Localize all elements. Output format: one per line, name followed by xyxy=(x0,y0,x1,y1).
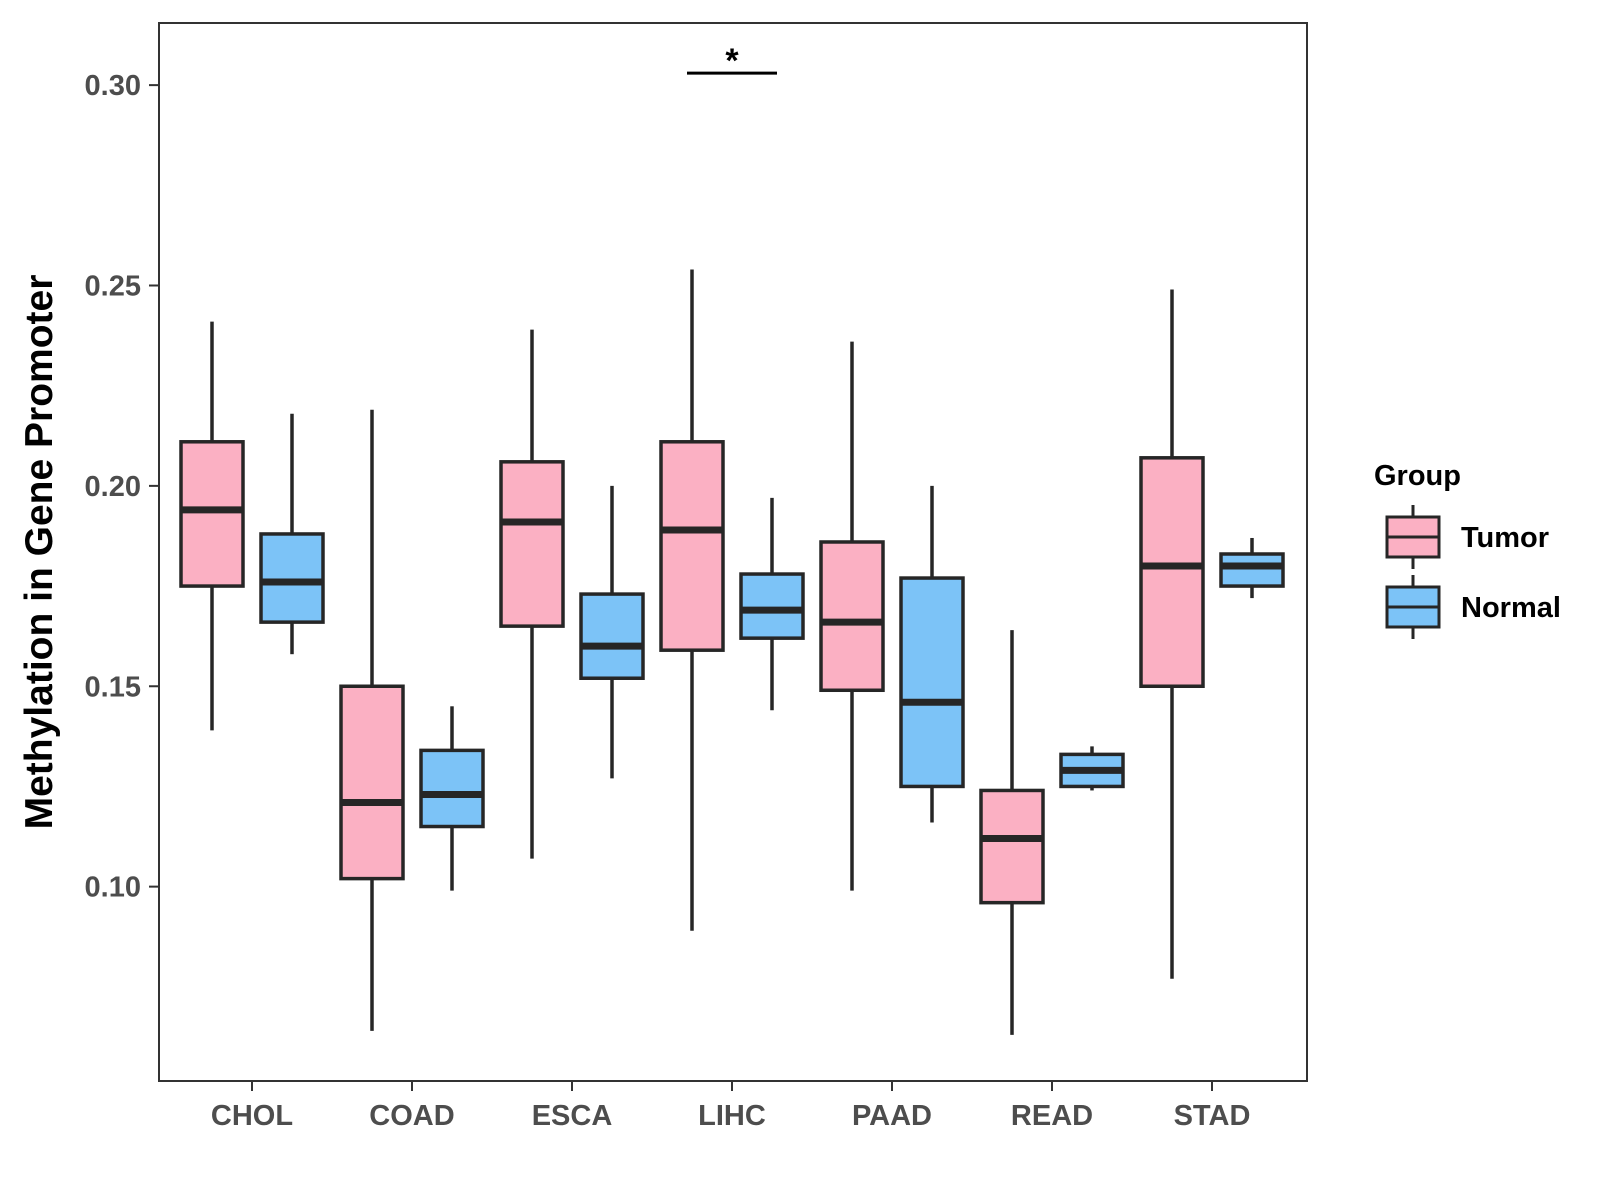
box-normal-stad xyxy=(1219,537,1285,599)
box-tumor-stad xyxy=(1139,289,1205,979)
box-normal-read xyxy=(1059,746,1125,791)
box-tumor-lihc xyxy=(659,269,725,931)
box-normal-lihc xyxy=(739,497,805,711)
x-tick-label-chol: CHOL xyxy=(211,1100,293,1132)
box-normal-esca xyxy=(579,485,645,779)
y-tick-label: 0.30 xyxy=(85,70,141,102)
box-iqr xyxy=(979,788,1045,905)
box-iqr xyxy=(1139,456,1205,689)
y-axis: 0.10 0.15 0.20 0.25 0.30 xyxy=(85,70,159,904)
box-iqr xyxy=(259,532,325,624)
boxes-layer xyxy=(179,269,1285,1035)
x-tick-label-read: READ xyxy=(1011,1100,1093,1132)
box-iqr xyxy=(179,440,245,588)
x-tick-label-lihc: LIHC xyxy=(698,1100,766,1132)
box-iqr xyxy=(819,540,885,693)
box-iqr xyxy=(659,440,725,652)
box-iqr xyxy=(739,572,805,640)
y-tick-label: 0.15 xyxy=(85,671,141,703)
x-tick-label-esca: ESCA xyxy=(532,1100,613,1132)
significance-star: * xyxy=(725,42,739,80)
box-iqr xyxy=(899,576,965,789)
legend-title: Group xyxy=(1374,460,1461,492)
box-tumor-chol xyxy=(179,321,245,731)
box-normal-chol xyxy=(259,413,325,655)
box-iqr xyxy=(419,748,485,829)
x-tick-label-paad: PAAD xyxy=(852,1100,932,1132)
box-iqr xyxy=(339,684,405,881)
y-axis-title: Methylation in Gene Promoter xyxy=(18,275,61,830)
box-iqr xyxy=(579,592,645,680)
box-tumor-esca xyxy=(499,329,565,859)
y-tick-label: 0.20 xyxy=(85,471,141,503)
legend: Group Tumor Normal xyxy=(1374,460,1561,639)
x-tick-label-coad: COAD xyxy=(369,1100,454,1132)
box-tumor-paad xyxy=(819,341,885,891)
box-tumor-read xyxy=(979,630,1045,1035)
legend-item-normal: Normal xyxy=(1385,575,1561,639)
x-tick-label-stad: STAD xyxy=(1174,1100,1251,1132)
box-normal-coad xyxy=(419,706,485,891)
y-tick-label: 0.10 xyxy=(85,872,141,904)
box-iqr xyxy=(1219,552,1285,588)
box-tumor-coad xyxy=(339,409,405,1031)
significance-annotations: * xyxy=(687,42,777,80)
legend-label-normal: Normal xyxy=(1461,592,1561,624)
legend-label-tumor: Tumor xyxy=(1461,522,1549,554)
x-axis: CHOL COAD ESCA LIHC PAAD READ STAD xyxy=(211,1081,1250,1132)
box-iqr xyxy=(499,460,565,628)
y-tick-label: 0.25 xyxy=(85,270,141,302)
legend-item-tumor: Tumor xyxy=(1385,505,1549,569)
box-normal-paad xyxy=(899,485,965,823)
